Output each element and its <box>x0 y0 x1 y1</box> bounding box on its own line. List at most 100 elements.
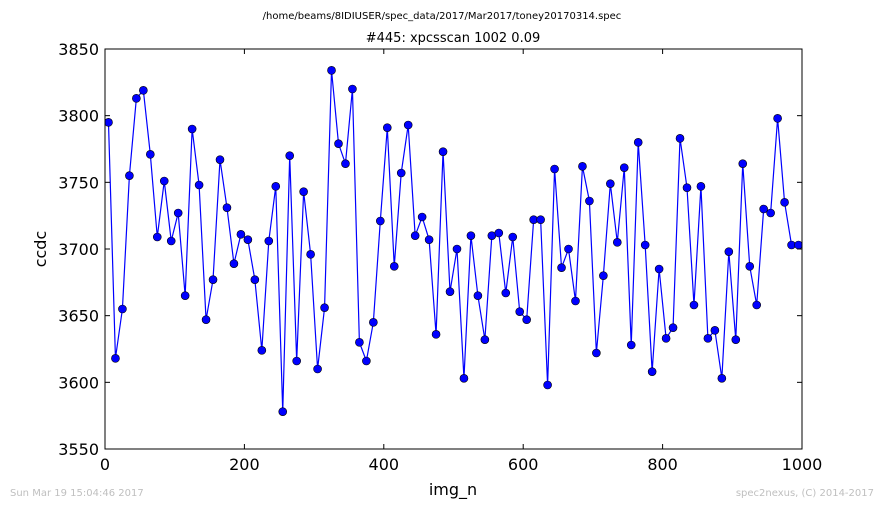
data-point <box>417 212 427 222</box>
data-point <box>376 216 385 226</box>
data-point <box>766 208 775 218</box>
data-point <box>236 230 246 239</box>
x-tick-label: 400 <box>369 455 400 474</box>
data-point <box>257 346 267 355</box>
data-point <box>362 356 371 366</box>
data-point <box>759 204 768 214</box>
data-point <box>118 304 127 314</box>
suptitle: /home/beams/8IDIUSER/spec_data/2017/Mar2… <box>263 11 622 22</box>
data-point <box>341 159 350 168</box>
data-point <box>355 338 364 347</box>
data-point <box>111 354 120 363</box>
data-point <box>173 208 183 218</box>
data-point <box>201 315 211 324</box>
data-point <box>396 168 406 178</box>
data-point <box>438 147 448 156</box>
data-point <box>389 262 399 271</box>
data-point <box>592 348 601 358</box>
series-line <box>107 70 799 412</box>
data-point <box>585 196 594 206</box>
data-point <box>515 307 525 316</box>
data-point <box>445 287 455 296</box>
data-point <box>703 334 713 343</box>
data-point <box>139 86 148 95</box>
data-point <box>508 232 518 242</box>
data-point <box>410 231 420 240</box>
data-point <box>606 179 615 188</box>
data-point <box>431 330 441 339</box>
data-point <box>522 315 531 324</box>
x-tick-label: 1000 <box>782 455 823 474</box>
data-point <box>717 374 727 383</box>
x-tick-label: 0 <box>100 455 110 474</box>
data-point <box>780 198 789 207</box>
data-point <box>250 275 260 284</box>
data-point <box>278 407 288 416</box>
data-point <box>738 159 748 168</box>
data-point <box>369 318 378 327</box>
data-point <box>208 275 218 284</box>
data-point <box>626 340 636 350</box>
data-point <box>222 203 232 212</box>
x-tick-label: 600 <box>508 455 539 474</box>
y-tick-label: 3800 <box>58 107 99 126</box>
data-point <box>215 155 225 164</box>
data-point <box>571 296 580 306</box>
data-point <box>243 235 253 244</box>
data-point <box>752 300 762 310</box>
footer-credit: spec2nexus, (C) 2014-2017 <box>735 488 874 499</box>
data-point <box>668 323 678 332</box>
data-point <box>292 356 301 366</box>
data-point <box>382 123 392 132</box>
data-point <box>125 171 134 180</box>
y-axis-label: ccdc <box>31 231 50 268</box>
data-point <box>229 259 239 268</box>
data-point <box>731 335 741 344</box>
ticks: 0 200 400 600 800 1000 3550 3600 3650 3700 3750 380… <box>58 40 822 474</box>
x-axis-label: img_n <box>429 480 477 500</box>
data-point <box>327 66 336 75</box>
data-point <box>612 238 622 247</box>
data-point <box>494 228 504 238</box>
data-point <box>661 334 671 343</box>
data-point <box>180 291 190 300</box>
data-point <box>159 176 169 186</box>
data-point <box>773 114 782 123</box>
x-tick-label: 800 <box>647 455 678 474</box>
x-tick-label: 200 <box>229 455 260 474</box>
y-tick-label: 3550 <box>58 440 99 459</box>
plot-frame <box>104 48 803 450</box>
data-point <box>696 182 706 191</box>
data-point <box>480 335 490 344</box>
data-point <box>403 120 413 130</box>
data-point <box>105 118 113 127</box>
data-point <box>132 94 141 103</box>
data-point <box>264 236 274 246</box>
data-point <box>564 244 573 254</box>
data-point <box>320 303 329 312</box>
footer-timestamp: Sun Mar 19 15:04:46 2017 <box>10 488 144 499</box>
data-point <box>166 236 176 246</box>
data-point <box>313 364 322 374</box>
data-point <box>459 374 469 383</box>
data-point <box>745 262 755 271</box>
data-point <box>633 138 643 147</box>
data-point <box>675 134 685 143</box>
data-point <box>599 271 608 280</box>
data-point <box>306 250 315 259</box>
data-point <box>152 232 162 242</box>
data-point <box>194 180 204 190</box>
y-tick-label: 3650 <box>58 307 99 326</box>
data-point <box>466 231 476 240</box>
data-point <box>794 240 802 250</box>
data-point <box>285 151 295 160</box>
data-point <box>619 163 629 172</box>
data-point <box>640 240 650 250</box>
data-point <box>724 247 734 256</box>
data-point <box>682 183 692 192</box>
data-point <box>501 288 511 298</box>
data-point <box>550 164 559 174</box>
y-tick-label: 3750 <box>58 173 99 192</box>
y-tick-label: 3850 <box>58 40 99 59</box>
